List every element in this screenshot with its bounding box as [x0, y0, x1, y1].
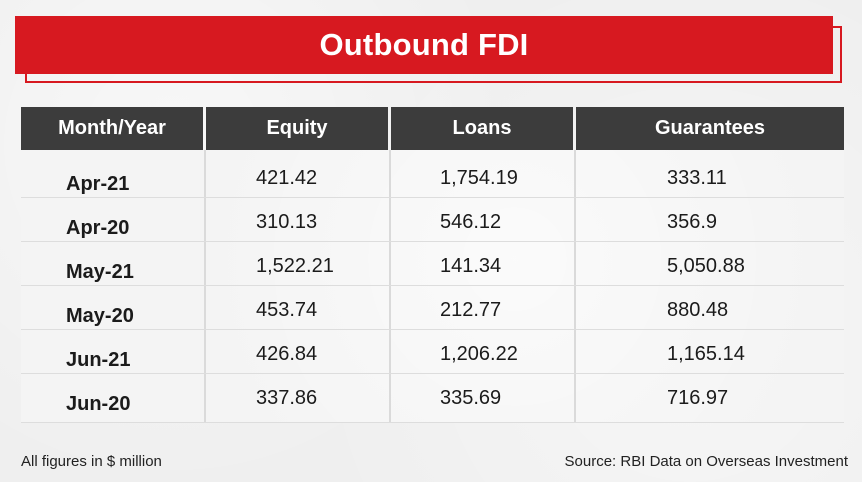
cell-month-year: May-21 — [66, 261, 134, 283]
cell-equity: 310.13 — [256, 211, 318, 233]
table-bottom-border — [21, 422, 844, 423]
column-divider — [574, 150, 576, 423]
cell-guarantees: 5,050.88 — [667, 255, 745, 277]
row-divider — [21, 329, 844, 330]
cell-loans: 335.69 — [440, 387, 502, 409]
source-note: Source: RBI Data on Overseas Investment — [564, 453, 848, 470]
column-header-loans: Loans — [391, 107, 573, 150]
cell-loans: 141.34 — [440, 255, 502, 277]
cell-loans: 212.77 — [440, 299, 502, 321]
column-divider — [204, 150, 206, 423]
cell-equity: 1,522.21 — [256, 255, 334, 277]
cell-guarantees: 716.97 — [667, 387, 729, 409]
cell-month-year: May-20 — [66, 305, 134, 327]
table-header-row: Month/Year Equity Loans Guarantees — [21, 107, 844, 150]
cell-loans: 1,206.22 — [440, 343, 518, 365]
row-divider — [21, 241, 844, 242]
cell-month-year: Apr-21 — [66, 173, 130, 195]
fdi-table: Month/Year Equity Loans Guarantees Apr-21 42… — [21, 107, 844, 423]
column-header-guarantees: Guarantees — [576, 107, 844, 150]
column-divider — [389, 150, 391, 423]
cell-month-year: Jun-21 — [66, 349, 131, 371]
cell-month-year: Jun-20 — [66, 393, 131, 415]
row-divider — [21, 197, 844, 198]
row-divider — [21, 373, 844, 374]
cell-equity: 426.84 — [256, 343, 318, 365]
cell-equity: 421.42 — [256, 167, 318, 189]
cell-guarantees: 1,165.14 — [667, 343, 745, 365]
row-divider — [21, 285, 844, 286]
page-title: Outbound FDI — [319, 27, 529, 62]
title-banner: Outbound FDI — [15, 16, 833, 74]
cell-loans: 1,754.19 — [440, 167, 518, 189]
cell-guarantees: 880.48 — [667, 299, 729, 321]
cell-loans: 546.12 — [440, 211, 502, 233]
column-header-equity: Equity — [206, 107, 388, 150]
cell-equity: 453.74 — [256, 299, 318, 321]
cell-guarantees: 356.9 — [667, 211, 718, 233]
table-body — [21, 150, 844, 423]
cell-guarantees: 333.11 — [667, 167, 727, 189]
cell-month-year: Apr-20 — [66, 217, 130, 239]
cell-equity: 337.86 — [256, 387, 318, 409]
column-header-month-year: Month/Year — [21, 107, 203, 150]
units-note: All figures in $ million — [21, 453, 162, 470]
